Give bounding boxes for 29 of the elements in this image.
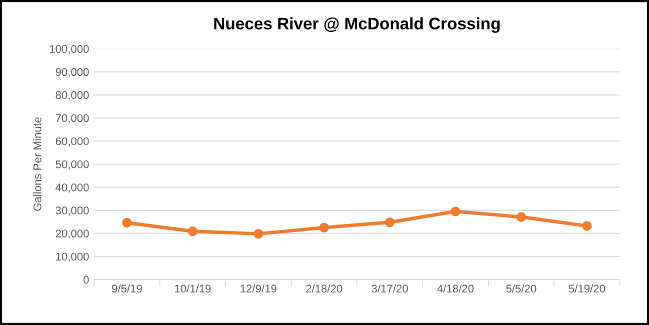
point [384,217,395,228]
point [122,218,132,228]
y-axis-title: Gallons Per Minute [33,117,42,211]
point [254,228,264,239]
chart-title: Nueces River @ McDonald Crossing [214,17,500,33]
x-tick-label: 5/5/20 [506,284,536,293]
point [450,206,460,216]
point [582,221,592,231]
x-tick-label: 3/17/20 [372,284,408,293]
x-tick-label: 10/1/19 [174,284,211,293]
x-tick-label: 9/5/19 [112,284,142,293]
y-tick-label: 40,000 [56,183,89,193]
y-tick-label: 10,000 [56,252,89,262]
y-tick-label: 80,000 [56,91,89,100]
y-tick-label: 50,000 [56,160,89,170]
y-tick-label: 20,000 [56,230,89,239]
x-tick-label: 4/18/20 [437,284,474,293]
y-tick-label: 60,000 [56,137,89,146]
y-tick-label: 70,000 [56,114,89,124]
point [516,212,526,222]
point [188,226,198,236]
point [319,222,329,232]
x-tick-label: 5/19/20 [568,284,606,293]
x-tick-label: 2/18/20 [306,284,342,293]
x-tick-label: 12/9/19 [240,284,276,293]
y-tick-label: 90,000 [56,68,89,78]
y-tick-label: 100,000 [50,45,89,54]
y-tick-label: 30,000 [56,206,89,216]
y-tick-label: 0 [84,276,89,284]
